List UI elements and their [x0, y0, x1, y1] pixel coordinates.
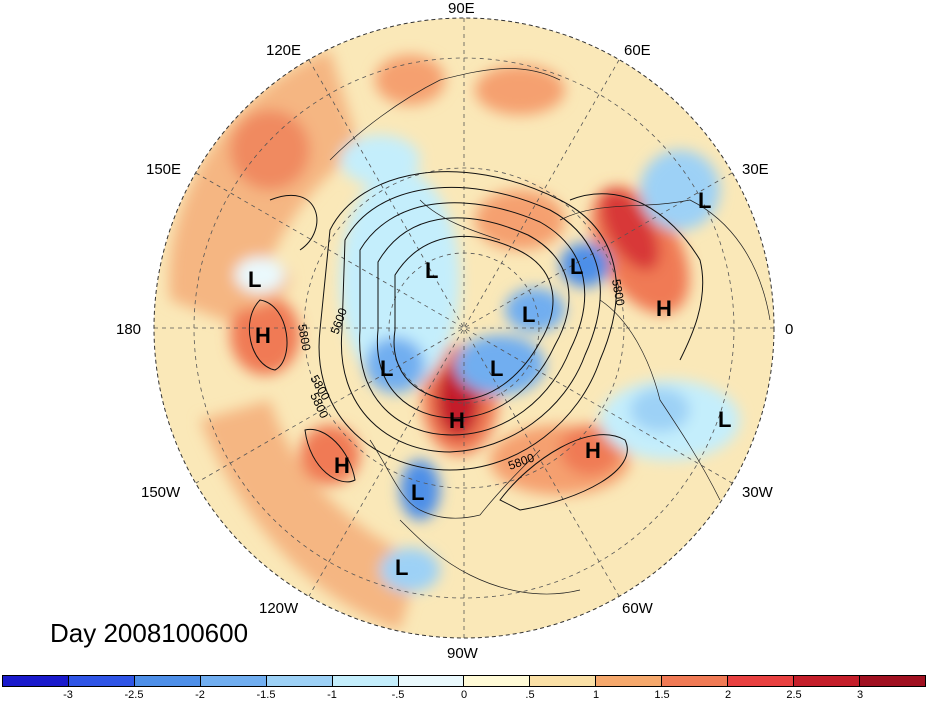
- lon-label: 90W: [447, 645, 479, 662]
- high-center-marker: H: [255, 323, 271, 348]
- colorbar-tick-label: 3: [856, 689, 864, 701]
- low-center-marker: L: [698, 188, 711, 213]
- graticule: [154, 18, 774, 638]
- colorbar-swatch: [200, 676, 267, 686]
- coastlines: [329, 68, 771, 595]
- colorbar-swatch: [662, 676, 729, 686]
- lon-label: 60E: [624, 42, 651, 59]
- low-center-marker: L: [425, 258, 438, 283]
- colorbar-swatch: [728, 676, 795, 686]
- colorbar-swatch: [332, 676, 399, 686]
- colorbar-swatch: [859, 676, 925, 686]
- colorbar-swatch: [794, 676, 860, 686]
- low-center-marker: L: [248, 267, 261, 292]
- colorbar-tick-label: -1: [327, 689, 337, 701]
- lon-label: 180: [116, 321, 141, 338]
- colorbar-tick-label: 1.5: [654, 689, 670, 701]
- lon-label: 0: [785, 321, 793, 338]
- contour-label: 5800: [295, 323, 313, 352]
- colorbar-ticks: -3 -2.5 -2 -1.5 -1 -.5 0 .5 1 1.5 2 2.5 3: [0, 689, 928, 702]
- contour-label: 5800: [609, 278, 627, 307]
- high-center-marker: H: [334, 453, 350, 478]
- low-center-marker: L: [411, 480, 424, 505]
- lon-label: 30W: [742, 484, 774, 501]
- colorbar-tick-label: 2: [724, 689, 732, 701]
- low-center-marker: L: [490, 356, 503, 381]
- colorbar-swatch: [266, 676, 333, 686]
- height-contours: [248, 171, 704, 511]
- lon-label: 150E: [146, 161, 181, 178]
- low-center-marker: L: [395, 555, 408, 580]
- low-center-marker: L: [718, 407, 731, 432]
- lon-label: 60W: [622, 600, 654, 617]
- colorbar-tick-label: -2: [195, 689, 205, 701]
- colorbar-swatch: [596, 676, 663, 686]
- lon-label: 90E: [448, 0, 475, 17]
- pressure-centers: L L L L L L L L L L H H H H H: [248, 188, 731, 580]
- colorbar-tick-label: -2.5: [124, 689, 144, 701]
- map-boundary: [153, 17, 775, 639]
- colorbar: [2, 675, 926, 687]
- map-title: Day 2008100600: [50, 618, 249, 648]
- colorbar-swatch: [464, 676, 531, 686]
- low-center-marker: L: [570, 254, 583, 279]
- colorbar-tick-label: -3: [63, 689, 73, 701]
- longitude-labels: 90E 60E 120E 30E 150E 180 0 150W 30W 120…: [116, 0, 793, 662]
- high-center-marker: H: [449, 408, 465, 433]
- colorbar-tick-label: 2.5: [786, 689, 802, 701]
- colorbar-tick-label: -.5: [391, 689, 405, 701]
- anomaly-shading: [154, 18, 774, 638]
- colorbar-tick-label: 0: [460, 689, 468, 701]
- colorbar-tick-label: 1: [592, 689, 600, 701]
- lon-label: 120W: [259, 600, 299, 617]
- low-center-marker: L: [522, 302, 535, 327]
- high-center-marker: H: [585, 438, 601, 463]
- colorbar-swatch: [134, 676, 201, 686]
- colorbar-tick-label: -1.5: [256, 689, 276, 701]
- colorbar-swatch: [530, 676, 597, 686]
- colorbar-swatch: [3, 676, 69, 686]
- lon-label: 30E: [742, 161, 769, 178]
- colorbar-swatch: [398, 676, 465, 686]
- colorbar-swatch: [68, 676, 135, 686]
- colorbar-tick-label: .5: [525, 689, 535, 701]
- low-center-marker: L: [380, 356, 393, 381]
- lon-label: 150W: [141, 484, 181, 501]
- lon-label: 120E: [266, 42, 301, 59]
- high-center-marker: H: [656, 296, 672, 321]
